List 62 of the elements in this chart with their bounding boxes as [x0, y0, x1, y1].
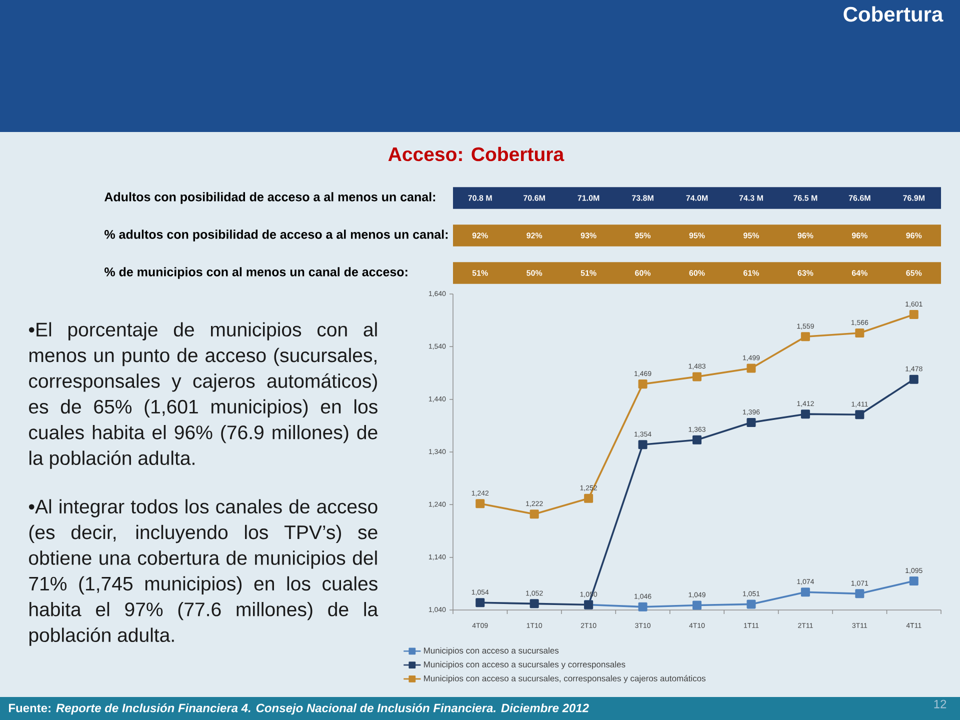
point	[909, 576, 918, 586]
text: Adultos con posibilidad de acceso a al menos un canal:	[104, 192, 436, 204]
text: 50%	[526, 270, 542, 276]
text: Acceso: Cobertura	[388, 146, 564, 162]
point	[530, 510, 539, 519]
text: 60%	[635, 270, 651, 276]
legend-label: Municipios con acceso a sucursales	[424, 647, 559, 656]
text: 95%	[635, 232, 651, 238]
text: 95%	[744, 232, 760, 238]
point	[584, 494, 594, 503]
text: 71.0M	[578, 195, 600, 201]
text: 76.5 M	[794, 195, 818, 201]
point	[692, 435, 702, 444]
text: 65%	[906, 270, 922, 276]
text: •Al integrar todos los canales de acceso (es decir, incluyendo los TPV’s) se obtiene una cobertura de municipios del 71% (1,745 municipios) en los cuales habita el 97% (77.6 millones) de la población adulta.	[28, 499, 378, 646]
source-note: Fuente: Reporte de Inclusión Financiera 4. Consejo Nacional de Inclusión Financiera. Diciembre 2012	[8, 703, 589, 715]
point	[909, 310, 918, 320]
point	[476, 598, 485, 608]
point	[530, 599, 539, 608]
text: 93%	[580, 232, 596, 238]
point	[476, 499, 485, 508]
text: % de municipios con al menos un canal de acceso:	[104, 267, 408, 279]
text: 73.8M	[632, 195, 654, 201]
point	[692, 372, 702, 382]
text: 92%	[526, 232, 542, 238]
point	[855, 410, 864, 420]
text: 70.6M	[524, 195, 545, 201]
legend-label: Municipios con acceso a sucursales y corresponsales	[424, 661, 626, 670]
text: 70.8 M	[468, 195, 492, 201]
text: 51%	[472, 270, 488, 276]
point	[800, 332, 810, 342]
legend-label: Municipios con acceso a sucursales, corresponsales y cajeros automáticos	[424, 675, 706, 684]
point	[746, 418, 756, 428]
text: 64%	[852, 270, 868, 276]
text: 61%	[744, 270, 760, 276]
text: •El porcentaje de municipios con al menos un punto de acceso (sucursales, corresponsales y cajeros automáticos) es de 65% (1,601 municipios) en los cuales habita el 96% (76.9 millones) de la población adulta.	[28, 322, 378, 469]
text: % adultos con posibilidad de acceso a al menos un canal:	[104, 230, 448, 242]
text: 74.0M	[686, 195, 708, 201]
text: 76.9M	[903, 195, 924, 201]
point	[638, 602, 648, 612]
text: 76.6M	[848, 195, 870, 201]
point	[638, 380, 648, 389]
text: 12	[934, 700, 946, 708]
point	[746, 364, 756, 373]
point	[692, 600, 702, 610]
text: 74.3 M	[739, 195, 763, 201]
text: 60%	[689, 270, 705, 276]
text: 63%	[798, 270, 814, 276]
text: 92%	[472, 232, 488, 238]
point	[800, 410, 810, 419]
text: 95%	[689, 232, 705, 238]
point	[909, 374, 918, 384]
point	[855, 328, 864, 338]
point	[746, 600, 756, 609]
text: 96%	[906, 232, 922, 238]
point	[800, 588, 810, 597]
text: 96%	[852, 232, 868, 238]
point	[855, 589, 864, 598]
text: Cobertura	[844, 6, 944, 22]
text: 51%	[580, 270, 596, 276]
point	[638, 440, 648, 450]
text: 96%	[798, 232, 814, 238]
